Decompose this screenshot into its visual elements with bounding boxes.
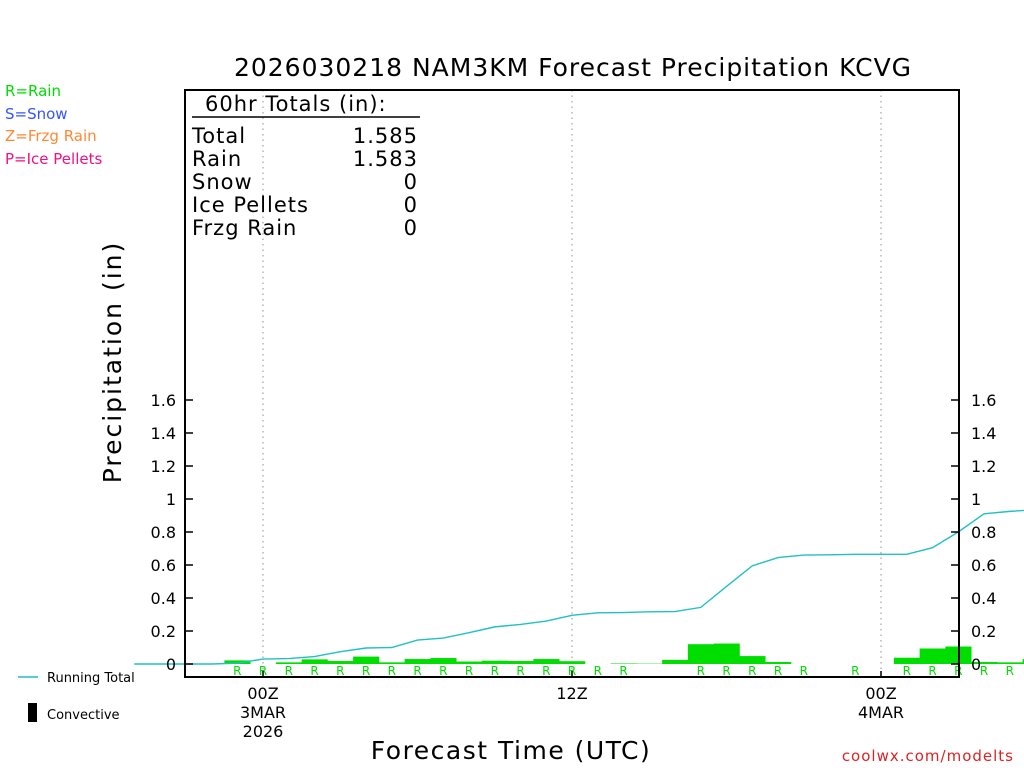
y-tick-label-left: 0 xyxy=(166,655,176,674)
rain-bar xyxy=(739,656,766,664)
rain-bar xyxy=(224,660,251,664)
ptype-char: R xyxy=(619,664,627,678)
rain-bar xyxy=(327,661,354,664)
rain-bar xyxy=(456,661,483,664)
y-tick-label-left: 1.2 xyxy=(151,457,176,476)
chart-title: 2026030218 NAM3KM Forecast Precipitation… xyxy=(234,53,912,82)
totals-label-total: Total xyxy=(191,124,246,148)
y-tick-label-right: 0 xyxy=(971,655,981,674)
running-total-line xyxy=(134,509,1024,665)
totals-label-ice-pellets: Ice Pellets xyxy=(192,193,309,217)
totals-label-rain: Rain xyxy=(192,147,242,171)
rain-bar xyxy=(687,644,715,664)
series-legend-convective: Convective xyxy=(47,708,120,723)
totals-header: 60hr Totals (in): xyxy=(205,92,387,116)
credit-text: coolwx.com/modelts xyxy=(842,747,1014,765)
ptype-legend-snow: S=Snow xyxy=(5,105,68,123)
y-tick-label-right: 0.6 xyxy=(971,556,996,575)
convective-swatch xyxy=(28,703,37,722)
ptype-char: R xyxy=(233,664,241,678)
totals-value-total: 1.585 xyxy=(353,124,418,148)
x-axis-label: Forecast Time (UTC) xyxy=(371,736,651,765)
x-tick-label: 2026 xyxy=(243,722,284,741)
y-tick-label-left: 1 xyxy=(166,490,176,509)
y-tick-label-left: 0.8 xyxy=(151,523,176,542)
ptype-legend-ice-pellets: P=Ice Pellets xyxy=(5,150,102,168)
y-tick-label-right: 0.8 xyxy=(971,523,996,542)
totals-value-frzg-rain: 0 xyxy=(404,216,418,240)
ptype-char: R xyxy=(285,664,293,678)
ptype-char: R xyxy=(362,664,370,678)
ptype-char: R xyxy=(516,664,524,678)
ptype-char: R xyxy=(439,664,447,678)
totals-value-snow: 0 xyxy=(404,170,418,194)
rain-bar xyxy=(533,659,560,664)
rain-bar xyxy=(301,659,328,664)
rain-bar xyxy=(765,662,792,664)
rain-bar xyxy=(275,662,303,664)
ptype-char: R xyxy=(336,664,344,678)
rain-bar xyxy=(481,660,509,664)
totals-value-rain: 1.583 xyxy=(353,147,418,171)
y-tick-label-right: 1.4 xyxy=(971,424,996,443)
rain-bar xyxy=(971,662,998,664)
y-tick-label-right: 0.2 xyxy=(971,622,996,641)
y-tick-label-left: 0.6 xyxy=(151,556,176,575)
ptype-char: R xyxy=(413,664,421,678)
ptype-legend-rain: R=Rain xyxy=(5,82,61,100)
rain-bar xyxy=(404,659,431,664)
y-tick-label-left: 1.6 xyxy=(151,391,176,410)
x-tick-label: 00Z xyxy=(865,684,896,703)
y-tick-label-left: 0.2 xyxy=(151,622,176,641)
x-tick-label: 4MAR xyxy=(858,703,904,722)
rain-bar xyxy=(996,662,1024,664)
ptype-char: R xyxy=(774,664,782,678)
ptype-char: R xyxy=(722,664,730,678)
rain-bar xyxy=(713,643,740,664)
ptype-char: R xyxy=(697,664,705,678)
rain-bar xyxy=(353,656,380,664)
rain-bar xyxy=(507,661,534,664)
x-tick-label: 00Z xyxy=(247,684,278,703)
rain-bar xyxy=(893,657,921,664)
rain-bar xyxy=(559,661,586,665)
ptype-legend-frzg-rain: Z=Frzg Rain xyxy=(5,127,97,145)
y-tick-label-left: 1.4 xyxy=(151,424,176,443)
ptype-char: R xyxy=(465,664,473,678)
totals-value-ice-pellets: 0 xyxy=(404,193,418,217)
ptype-char: R xyxy=(928,664,936,678)
y-tick-label-right: 1 xyxy=(971,490,981,509)
series-legend: Running Total Convective xyxy=(18,671,135,723)
ptype-legend: R=Rain S=Snow Z=Frzg Rain P=Ice Pellets xyxy=(5,82,102,168)
y-tick-label-right: 0.4 xyxy=(971,589,996,608)
ptype-char: R xyxy=(903,664,911,678)
y-tick-label-right: 1.6 xyxy=(971,391,996,410)
y-axis-label: Precipitation (in) xyxy=(98,241,127,484)
series-legend-running-total: Running Total xyxy=(47,671,135,686)
rain-bar xyxy=(919,648,946,664)
x-tick-label: 3MAR xyxy=(240,703,286,722)
rain-bar xyxy=(662,659,689,665)
y-tick-label-left: 0.4 xyxy=(151,589,176,608)
totals-label-frzg-rain: Frzg Rain xyxy=(192,216,297,240)
ptype-char: R xyxy=(594,664,602,678)
ptype-char: R xyxy=(491,664,499,678)
rain-bar xyxy=(378,662,406,664)
ptype-char: R xyxy=(851,664,859,678)
y-tick-label-right: 1.2 xyxy=(971,457,996,476)
rain-bar xyxy=(430,658,457,664)
ptype-char: R xyxy=(310,664,318,678)
ptype-char: R xyxy=(980,664,988,678)
ptype-char: R xyxy=(388,664,396,678)
ptype-char: R xyxy=(748,664,756,678)
totals-box: 60hr Totals (in): Total 1.585 Rain 1.583… xyxy=(191,92,420,240)
ptype-char: R xyxy=(1006,664,1014,678)
totals-label-snow: Snow xyxy=(192,170,253,194)
rain-bar xyxy=(1022,659,1024,664)
ptype-char: R xyxy=(542,664,550,678)
ptype-char: R xyxy=(800,664,808,678)
x-tick-label: 12Z xyxy=(556,684,587,703)
